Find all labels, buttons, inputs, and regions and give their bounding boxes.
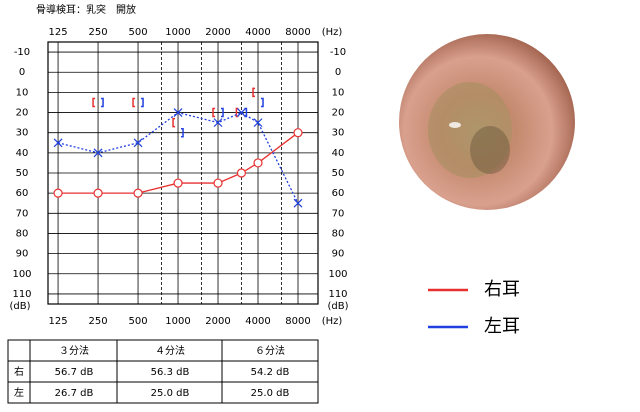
ear-image: [399, 34, 575, 210]
table-header: ４分法: [155, 344, 185, 357]
air-marker: [253, 118, 263, 128]
y-tick-label: 30: [16, 128, 29, 139]
bone-marker: [101, 97, 104, 108]
x-axis-label: (Hz): [322, 27, 343, 38]
bone-marker: [212, 107, 216, 118]
y-tick-label: 110: [328, 289, 347, 300]
table-cell: 56.3 dB: [151, 367, 190, 378]
plot-frame: [47, 41, 319, 305]
air-marker: [293, 198, 303, 208]
y-tick-label: 40: [332, 148, 345, 159]
air-marker: [213, 118, 223, 128]
y-tick-label: 60: [332, 188, 345, 199]
table-cell: 56.7 dB: [55, 367, 94, 378]
bone-marker: [252, 87, 256, 98]
air-marker: [93, 148, 103, 158]
air-marker: [173, 108, 183, 117]
legend-label: 左耳: [484, 316, 520, 337]
bone-marker: [181, 127, 184, 138]
y-tick-label: -10: [330, 47, 346, 58]
bone-marker: [261, 97, 264, 108]
y-tick-label: 70: [16, 208, 29, 219]
table-frame: [7, 339, 319, 404]
y-tick-label: 70: [332, 208, 345, 219]
y-tick-label: 30: [332, 128, 345, 139]
chart-title: 骨導検耳：乳突 開放: [36, 3, 136, 16]
y-tick-label: 40: [16, 148, 29, 159]
x-tick-label: 250: [89, 316, 108, 327]
x-tick-label: 4000: [245, 316, 270, 327]
table-row-label: 右: [14, 365, 24, 378]
bone-marker: [172, 117, 176, 128]
y-axis-label: (dB): [327, 301, 348, 312]
y-tick-label: 20: [16, 108, 29, 119]
x-tick-label: 2000: [205, 316, 230, 327]
y-axis-label: (dB): [9, 301, 30, 312]
y-tick-label: 0: [335, 67, 341, 78]
y-tick-label: 10: [332, 87, 345, 98]
y-tick-label: 100: [12, 269, 31, 280]
y-tick-label: 20: [332, 108, 345, 119]
air-marker: [93, 188, 103, 198]
table-cell: 25.0 dB: [251, 388, 290, 399]
bone-marker: [244, 107, 248, 118]
table-cell: 54.2 dB: [251, 367, 290, 378]
bone-marker: [221, 107, 224, 118]
x-tick-label: 500: [128, 316, 147, 327]
air-marker: [253, 158, 263, 168]
air-marker: [173, 178, 183, 188]
table-cell: 25.0 dB: [151, 388, 190, 399]
air-marker: [293, 128, 303, 138]
y-tick-label: 50: [332, 168, 345, 179]
y-tick-label: -10: [14, 47, 30, 58]
y-tick-label: 50: [16, 168, 29, 179]
x-tick-label: 8000: [285, 27, 310, 38]
legend-label: 右耳: [484, 279, 520, 300]
y-tick-label: 110: [12, 289, 31, 300]
air-marker: [53, 138, 63, 148]
table-cell: 26.7 dB: [55, 388, 94, 399]
table-row-label: 左: [14, 386, 24, 399]
y-tick-label: 80: [332, 228, 345, 239]
series-line: [57, 111, 299, 204]
x-tick-label: 8000: [285, 316, 310, 327]
air-marker: [53, 188, 63, 198]
table-header: ３分法: [59, 344, 89, 357]
y-tick-label: 60: [16, 188, 29, 199]
x-tick-label: 4000: [245, 27, 270, 38]
bone-marker: [92, 97, 96, 108]
y-tick-label: 0: [19, 67, 25, 78]
x-tick-label: 500: [128, 27, 147, 38]
table-header: ６分法: [255, 344, 285, 357]
x-tick-label: 1000: [165, 316, 190, 327]
x-tick-label: 125: [49, 27, 68, 38]
y-tick-label: 90: [16, 249, 29, 260]
x-tick-label: 250: [89, 27, 108, 38]
y-tick-label: 90: [332, 249, 345, 260]
air-marker: [236, 108, 246, 117]
x-tick-label: 1000: [165, 27, 190, 38]
x-tick-label: 2000: [205, 27, 230, 38]
y-tick-label: 80: [16, 228, 29, 239]
bone-marker: [141, 97, 144, 108]
air-marker: [236, 168, 247, 178]
air-marker: [213, 178, 223, 188]
y-tick-label: 100: [328, 269, 347, 280]
bone-marker: [132, 97, 136, 108]
x-tick-label: 125: [49, 316, 68, 327]
air-marker: [133, 138, 143, 148]
x-axis-label: (Hz): [322, 316, 343, 327]
air-marker: [133, 188, 143, 198]
y-tick-label: 10: [16, 87, 29, 98]
